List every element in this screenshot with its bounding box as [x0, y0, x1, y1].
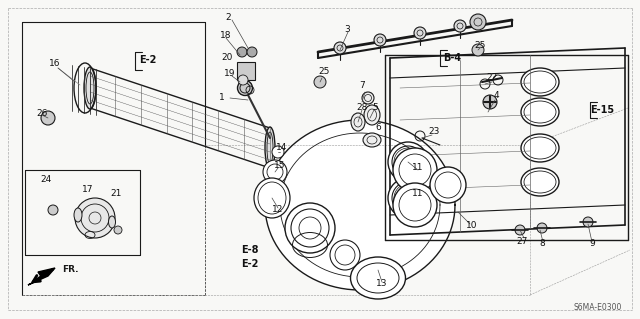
Circle shape [414, 27, 426, 39]
Text: 5: 5 [372, 103, 378, 113]
Ellipse shape [351, 257, 406, 299]
Ellipse shape [521, 134, 559, 162]
Text: S6MA-E0300: S6MA-E0300 [573, 303, 622, 313]
Ellipse shape [364, 105, 380, 125]
Text: 17: 17 [83, 186, 93, 195]
Text: 25: 25 [474, 41, 486, 50]
Text: 26: 26 [36, 108, 48, 117]
Ellipse shape [254, 178, 290, 218]
Circle shape [393, 148, 437, 192]
Text: 4: 4 [493, 92, 499, 100]
Polygon shape [265, 120, 455, 290]
Circle shape [114, 226, 122, 234]
Ellipse shape [74, 208, 82, 222]
Text: 11: 11 [412, 189, 424, 197]
Text: 19: 19 [224, 70, 236, 78]
Text: 28: 28 [356, 103, 368, 113]
Text: 3: 3 [344, 26, 350, 34]
Circle shape [537, 223, 547, 233]
Text: 16: 16 [49, 60, 61, 69]
Text: 13: 13 [376, 279, 388, 288]
Text: 12: 12 [272, 205, 284, 214]
Ellipse shape [237, 80, 253, 95]
Ellipse shape [84, 67, 96, 109]
Ellipse shape [521, 68, 559, 96]
Circle shape [238, 75, 248, 85]
Text: 8: 8 [539, 240, 545, 249]
Circle shape [472, 44, 484, 56]
Circle shape [263, 160, 287, 184]
Text: 24: 24 [40, 175, 52, 184]
Text: 25: 25 [318, 68, 330, 77]
Text: 7: 7 [359, 81, 365, 91]
Circle shape [330, 240, 360, 270]
Text: E-8: E-8 [241, 245, 259, 255]
Circle shape [374, 34, 386, 46]
Text: E-2: E-2 [241, 259, 259, 269]
Text: 27: 27 [516, 236, 528, 246]
Circle shape [583, 217, 593, 227]
Text: 18: 18 [220, 31, 232, 40]
Ellipse shape [521, 168, 559, 196]
Circle shape [430, 167, 466, 203]
Circle shape [75, 198, 115, 238]
Ellipse shape [109, 216, 115, 228]
Circle shape [515, 225, 525, 235]
Text: 15: 15 [275, 160, 285, 169]
Circle shape [237, 47, 247, 57]
Text: 2: 2 [225, 13, 231, 23]
Ellipse shape [362, 92, 374, 104]
Ellipse shape [363, 133, 381, 147]
Circle shape [334, 42, 346, 54]
Text: 23: 23 [428, 128, 440, 137]
Text: 11: 11 [412, 164, 424, 173]
Ellipse shape [521, 98, 559, 126]
Ellipse shape [265, 127, 275, 169]
Circle shape [41, 111, 55, 125]
Text: 10: 10 [467, 221, 477, 231]
Bar [237, 62, 255, 80]
Text: 20: 20 [221, 54, 233, 63]
Circle shape [272, 146, 284, 158]
Text: B-4: B-4 [443, 53, 461, 63]
Text: E-15: E-15 [590, 105, 614, 115]
Text: 6: 6 [375, 123, 381, 132]
Text: 21: 21 [110, 189, 122, 197]
Circle shape [48, 205, 58, 215]
Circle shape [483, 95, 497, 109]
Circle shape [247, 47, 257, 57]
Circle shape [454, 20, 466, 32]
Circle shape [393, 183, 437, 227]
Ellipse shape [351, 113, 365, 131]
Text: 9: 9 [589, 239, 595, 248]
Circle shape [314, 76, 326, 88]
Text: 22: 22 [486, 73, 498, 83]
Polygon shape [28, 268, 55, 285]
Circle shape [470, 14, 486, 30]
Text: 14: 14 [276, 144, 288, 152]
Text: E-2: E-2 [140, 55, 157, 65]
Ellipse shape [388, 178, 428, 218]
Text: 1: 1 [219, 93, 225, 102]
Ellipse shape [285, 203, 335, 253]
Text: FR.: FR. [62, 265, 79, 275]
Ellipse shape [388, 142, 428, 182]
